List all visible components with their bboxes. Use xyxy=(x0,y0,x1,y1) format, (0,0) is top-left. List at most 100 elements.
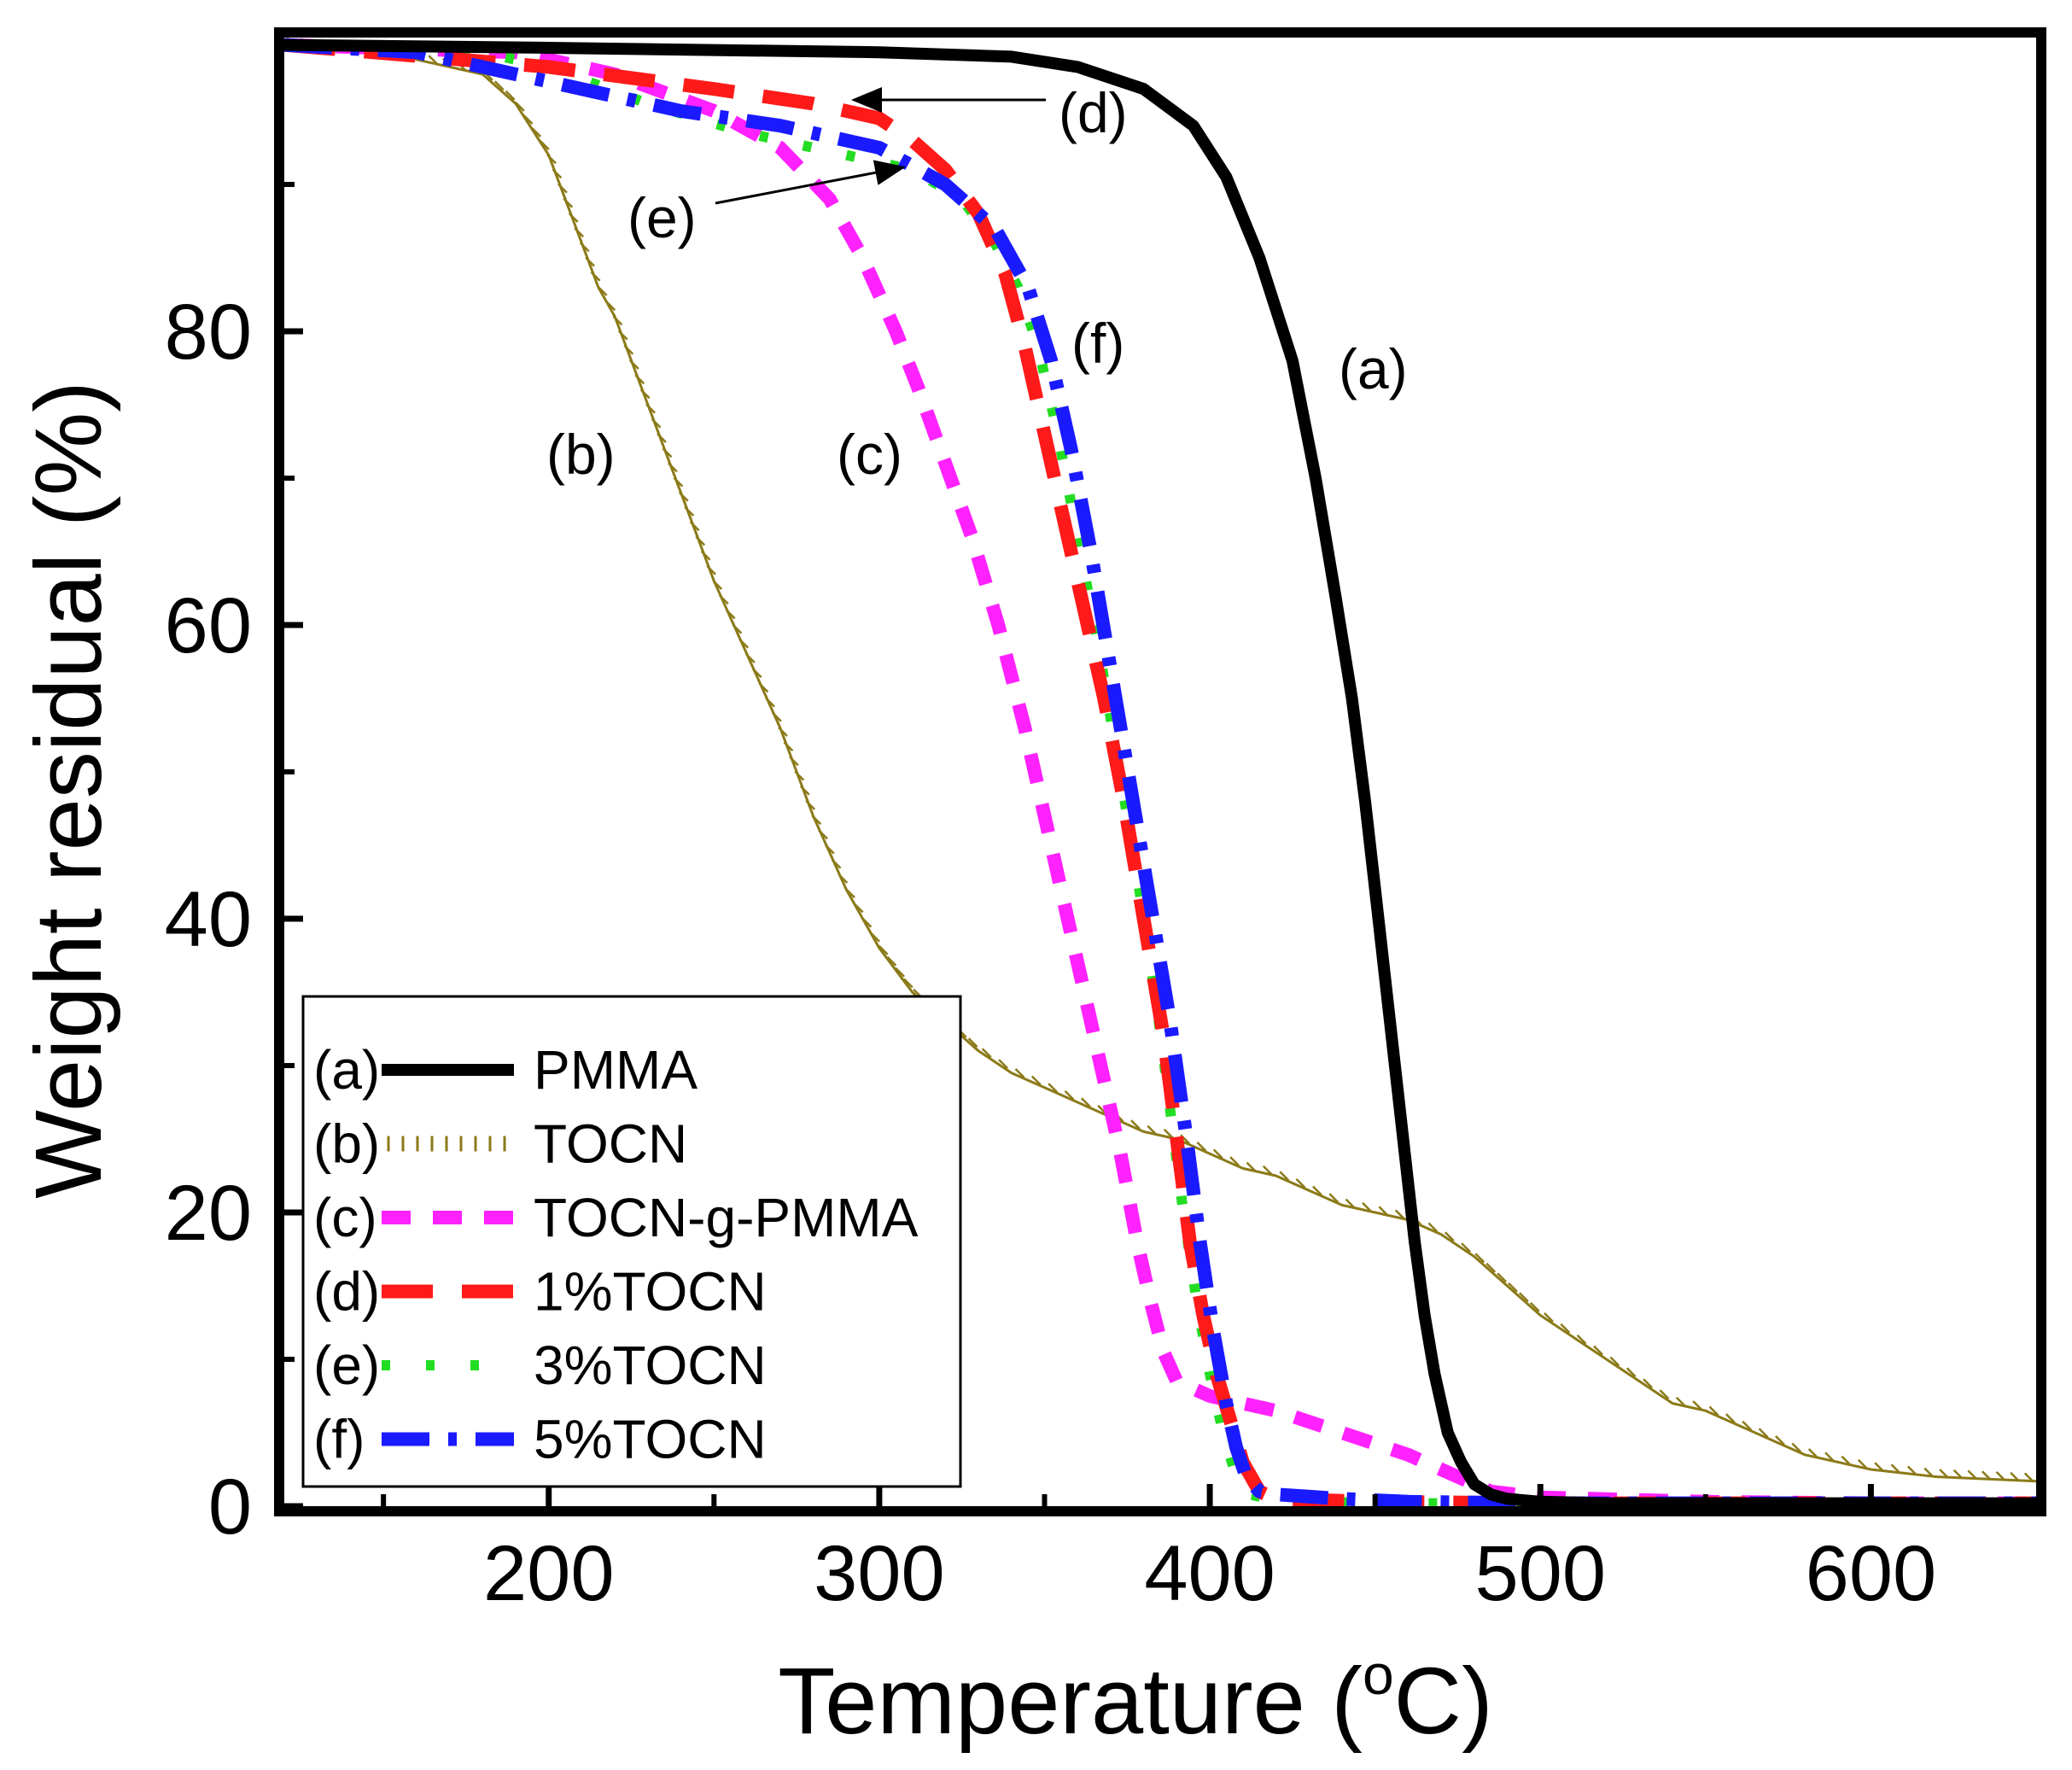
series-hatch-b xyxy=(515,102,525,112)
series-hatch-b xyxy=(719,594,729,605)
series-hatch-b xyxy=(1742,1420,1753,1431)
series-line-f xyxy=(283,38,2036,1510)
series-hatch-b xyxy=(1775,1435,1785,1446)
curve-label-a: (a) xyxy=(1339,337,1408,400)
series-hatch-b xyxy=(493,80,505,91)
series-hatch-b xyxy=(811,815,822,826)
series-hatch-b xyxy=(1967,1469,1978,1481)
series-hatch-b xyxy=(1890,1463,1901,1475)
series-hatch-b xyxy=(981,1048,992,1059)
x-tick-label: 300 xyxy=(814,1530,945,1617)
series-hatch-b xyxy=(799,785,810,796)
series-hatch-b xyxy=(1824,1452,1835,1463)
series-hatch-b xyxy=(1212,1148,1223,1160)
series-hatch-b xyxy=(1229,1156,1240,1166)
series-hatch-b xyxy=(574,227,585,238)
series-hatch-b xyxy=(645,403,656,414)
series-hatch-b xyxy=(818,829,828,840)
series-hatch-b xyxy=(967,1037,978,1048)
curve-label-e: (e) xyxy=(627,186,697,249)
legend-tag-c: (c) xyxy=(313,1187,377,1248)
series-hatch-b xyxy=(725,609,736,620)
legend-label-b: TOCN xyxy=(534,1113,687,1175)
series-hatch-b xyxy=(1519,1292,1529,1303)
series-hatch-b xyxy=(805,800,816,810)
series-hatch-b xyxy=(1163,1128,1174,1139)
series-line-a xyxy=(283,38,2036,1510)
series-hatch-b xyxy=(1485,1262,1497,1273)
series-hatch-b xyxy=(853,903,864,914)
series-hatch-b xyxy=(1030,1075,1042,1086)
series-hatch-b xyxy=(1394,1209,1405,1220)
series-hatch-b xyxy=(695,535,706,546)
series-hatch-b xyxy=(2010,1471,2020,1482)
legend-label-a: PMMA xyxy=(534,1039,697,1101)
arrow-e xyxy=(715,160,906,205)
series-hatch-b xyxy=(1625,1367,1637,1378)
curve-label-b: (b) xyxy=(546,423,616,486)
series-hatch-b xyxy=(1427,1222,1439,1233)
series-hatch-b xyxy=(1609,1356,1620,1367)
series-hatch-b xyxy=(1279,1171,1290,1182)
series-hatch-b xyxy=(1378,1206,1389,1217)
series-hatch-b xyxy=(732,623,743,634)
series-hatch-b xyxy=(668,462,678,473)
series-hatch-b xyxy=(895,967,905,978)
series-hatch-b xyxy=(1048,1083,1059,1093)
series-hatch-b xyxy=(700,550,711,561)
series-hatch-b xyxy=(623,344,634,355)
series-hatch-b xyxy=(1659,1389,1670,1399)
series-hatch-b xyxy=(1939,1469,1949,1479)
series-hatch-b xyxy=(1362,1201,1372,1212)
y-axis-title: Weight residual (%) xyxy=(16,381,121,1199)
legend-box xyxy=(301,995,962,1488)
series-hatch-b xyxy=(824,844,835,855)
series-hatch-b xyxy=(1807,1448,1818,1458)
y-tick-label: 60 xyxy=(165,582,252,669)
series-hatch-b xyxy=(1906,1465,1917,1476)
y-tick-label: 40 xyxy=(165,876,252,963)
axis-ticks: 200 300 400 500 600 0 20 40 60 80 xyxy=(165,182,1936,1617)
series-hatch-b xyxy=(706,564,716,575)
series-hatch-b xyxy=(651,418,662,429)
series-hatch-b xyxy=(831,858,842,869)
series-hatch-b xyxy=(617,330,628,341)
series-hatch-b xyxy=(1474,1253,1485,1264)
series-line-d xyxy=(283,38,2036,1510)
series-hatch-b xyxy=(639,388,651,400)
series-line-c xyxy=(283,38,2036,1510)
series-hatch-b xyxy=(531,127,542,137)
series-hatch-b xyxy=(1246,1161,1257,1172)
series-hatch-b xyxy=(579,242,590,253)
legend-label-e: 3%TOCN xyxy=(534,1335,767,1396)
y-tick-label: 0 xyxy=(208,1463,252,1551)
series-hatch-b xyxy=(1014,1068,1025,1078)
series-hatch-b xyxy=(585,256,595,267)
series-hatch-b xyxy=(1508,1282,1518,1293)
series-hatch-b xyxy=(1147,1125,1158,1136)
series-hatch-b xyxy=(568,213,579,223)
series-hatch-b xyxy=(1708,1405,1719,1417)
series-hatch-b xyxy=(745,653,756,663)
series-hatch-b xyxy=(1461,1242,1471,1253)
series-hatch-b xyxy=(1560,1323,1571,1334)
series-hatch-b xyxy=(1529,1301,1540,1312)
series-hatch-b xyxy=(540,140,550,150)
series-hatch-b xyxy=(612,315,623,326)
series-hatch-b xyxy=(878,945,889,955)
data-series xyxy=(283,37,2037,1510)
legend-label-c: TOCN-g-PMMA xyxy=(534,1187,919,1248)
legend-label-d: 1%TOCN xyxy=(534,1261,767,1323)
curve-label-d: (d) xyxy=(1059,81,1128,144)
series-hatch-b xyxy=(1576,1334,1587,1345)
series-hatch-b xyxy=(1952,1469,1964,1480)
series-hatch-b xyxy=(1593,1345,1603,1356)
series-hatch-b xyxy=(1444,1231,1455,1242)
series-hatch-b xyxy=(1345,1198,1356,1209)
legend-tag-b: (b) xyxy=(313,1113,380,1175)
x-axis-title-degree: o xyxy=(1363,1643,1394,1706)
series-hatch-b xyxy=(838,873,849,884)
series-hatch-b xyxy=(428,55,439,65)
legend-tag-d: (d) xyxy=(313,1261,380,1323)
